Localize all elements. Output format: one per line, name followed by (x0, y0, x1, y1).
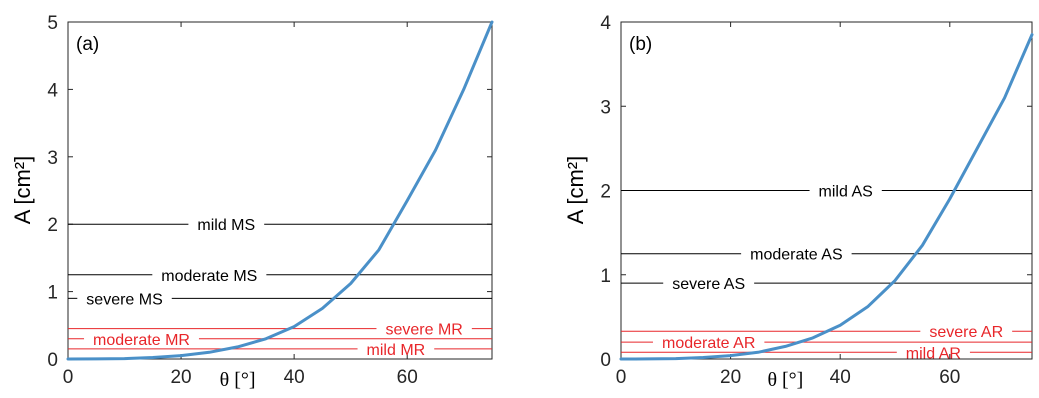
y-tick-label: 3 (600, 97, 611, 118)
y-tick-label: 1 (600, 266, 611, 287)
x-tick-label: 40 (830, 367, 851, 388)
y-tick-label: 1 (47, 283, 58, 304)
panel-label: (b) (629, 34, 652, 55)
threshold-label: mild AR (906, 345, 961, 362)
threshold-label: moderate MS (161, 268, 257, 285)
panel-b: 0 20 40 60 0 1 2 3 4 mild AS moderate AS severe AS s… (563, 13, 1034, 391)
y-tick-label: 2 (47, 215, 58, 236)
y-tick-label: 5 (47, 13, 58, 34)
y-tick-label: 0 (47, 350, 58, 371)
y-axis-label: A [cm²] (10, 156, 35, 224)
y-tick-label: 0 (600, 350, 611, 371)
y-tick-label: 3 (47, 148, 58, 169)
x-axis-label: θ [°] (220, 369, 256, 391)
threshold-label: mild MR (367, 342, 426, 359)
x-axis-label: θ [°] (767, 369, 803, 391)
area-curve (66, 20, 494, 361)
x-tick-label: 20 (170, 367, 191, 388)
x-tick-label: 60 (939, 367, 960, 388)
y-tick-label: 4 (600, 13, 611, 34)
x-tick-label: 40 (284, 367, 305, 388)
threshold-label: moderate MR (93, 332, 190, 349)
threshold-label: moderate AS (750, 247, 843, 264)
axes-box (67, 21, 493, 360)
area-curve (619, 33, 1034, 361)
x-tick-label: 0 (616, 367, 627, 388)
threshold-label: severe MS (86, 291, 162, 308)
threshold-label: severe MR (385, 322, 462, 339)
x-tick-label: 60 (397, 367, 418, 388)
threshold-label: severe AR (929, 324, 1003, 341)
panel-a: 0 20 40 60 0 1 2 3 4 5 mild MS moderate MS severe MS… (10, 13, 494, 391)
threshold-label: moderate AR (662, 335, 755, 352)
x-tick-label: 0 (63, 367, 74, 388)
panel-label: (a) (76, 34, 99, 55)
y-tick-label: 4 (47, 80, 58, 101)
x-tick-label: 20 (720, 367, 741, 388)
y-axis-label: A [cm²] (563, 156, 588, 224)
y-tick-label: 2 (600, 182, 611, 203)
threshold-label: mild MS (197, 217, 255, 234)
threshold-label: severe AS (672, 276, 745, 293)
threshold-label: mild AS (819, 184, 873, 201)
